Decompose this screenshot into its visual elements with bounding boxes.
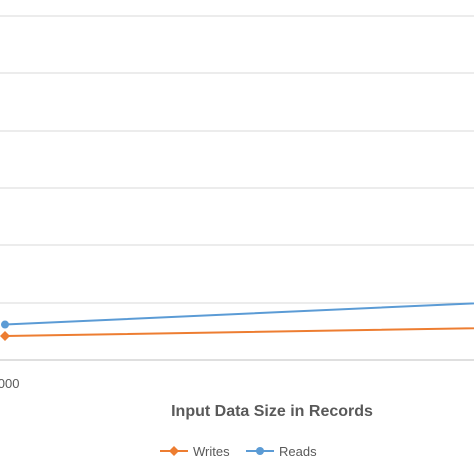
legend-item-writes: Writes: [160, 444, 230, 459]
series-markers: [0, 320, 10, 341]
legend-label: Writes: [193, 444, 230, 459]
gridlines: [0, 15, 474, 361]
data-point-writes: [0, 330, 10, 341]
x-axis-tick-labels: 2000300040005000600070008000: [0, 376, 19, 391]
legend-label: Reads: [279, 444, 317, 459]
x-tick-label: 2000: [0, 376, 19, 391]
series-lines: [4, 302, 474, 337]
x-axis-title: Input Data Size in Records: [171, 403, 373, 420]
legend-marker: [169, 446, 179, 456]
legend-marker: [256, 447, 264, 455]
data-point-reads: [1, 320, 9, 329]
series-line-writes: [4, 327, 474, 337]
series-line-reads: [4, 302, 474, 326]
legend: Writes Reads: [160, 444, 317, 459]
legend-item-reads: Reads: [246, 444, 317, 459]
